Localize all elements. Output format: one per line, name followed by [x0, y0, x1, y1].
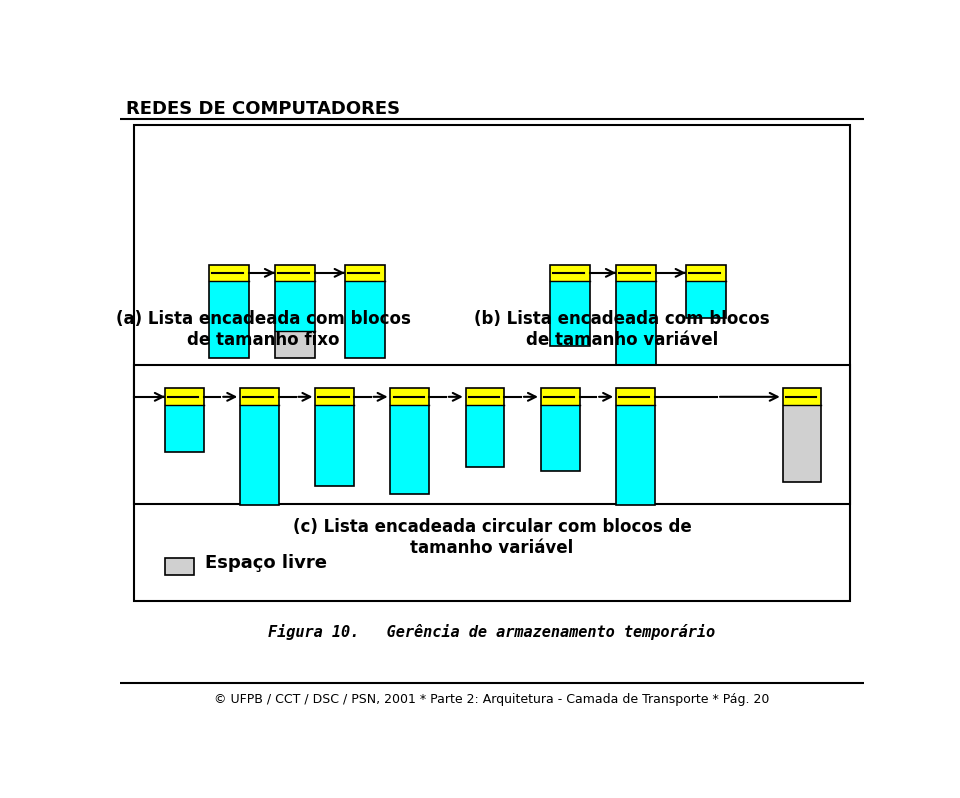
Bar — [165, 405, 204, 452]
Bar — [550, 265, 590, 346]
Bar — [275, 281, 315, 330]
Bar — [466, 389, 504, 467]
Bar — [391, 405, 429, 494]
Bar — [240, 405, 278, 505]
Bar — [275, 330, 315, 358]
Bar — [209, 265, 250, 281]
Bar — [209, 265, 250, 358]
Text: Espaço livre: Espaço livre — [205, 554, 327, 572]
Bar — [466, 389, 504, 405]
Bar — [391, 389, 429, 405]
Bar — [616, 265, 657, 369]
Bar — [782, 389, 822, 482]
Bar — [275, 265, 315, 358]
Text: (c) Lista encadeada circular com blocos de
tamanho variável: (c) Lista encadeada circular com blocos … — [293, 518, 691, 556]
Bar — [616, 405, 655, 505]
Bar — [240, 389, 278, 505]
Bar — [275, 265, 315, 281]
Text: (a) Lista encadeada com blocos
de tamanho fixo: (a) Lista encadeada com blocos de tamanh… — [116, 310, 411, 349]
Bar — [540, 389, 580, 405]
Bar — [165, 389, 204, 452]
Bar — [540, 389, 580, 471]
Bar — [315, 389, 354, 486]
Bar — [616, 389, 655, 405]
Bar — [685, 265, 726, 281]
Bar — [315, 389, 354, 405]
Text: Figura 10.   Gerência de armazenamento temporário: Figura 10. Gerência de armazenamento tem… — [269, 624, 715, 640]
Bar — [540, 405, 580, 471]
Bar — [345, 265, 385, 281]
Bar — [134, 125, 850, 601]
Bar — [240, 389, 278, 505]
Bar — [391, 389, 429, 494]
Bar — [345, 265, 385, 358]
Bar — [550, 265, 590, 281]
Bar — [616, 389, 655, 505]
Bar — [616, 265, 657, 369]
Bar — [540, 389, 580, 471]
Bar — [685, 281, 726, 318]
Bar — [165, 389, 204, 452]
Bar — [616, 281, 657, 369]
Bar — [165, 389, 204, 405]
Text: © UFPB / CCT / DSC / PSN, 2001 * Parte 2: Arquitetura - Camada de Transporte * P: © UFPB / CCT / DSC / PSN, 2001 * Parte 2… — [214, 693, 770, 705]
Bar — [315, 405, 354, 486]
Bar — [209, 265, 250, 358]
Bar — [134, 365, 850, 504]
Bar — [550, 265, 590, 346]
Bar — [275, 265, 315, 358]
Bar — [616, 389, 655, 505]
Bar — [466, 405, 504, 467]
Bar — [782, 389, 822, 405]
Bar — [391, 389, 429, 494]
Bar — [616, 265, 657, 281]
Bar — [209, 281, 250, 358]
Text: (b) Lista encadeada com blocos
de tamanho variável: (b) Lista encadeada com blocos de tamanh… — [474, 310, 770, 349]
Bar — [466, 389, 504, 467]
Bar — [345, 281, 385, 358]
Bar — [345, 265, 385, 358]
Bar — [782, 405, 822, 482]
Bar — [315, 389, 354, 486]
Bar — [550, 281, 590, 346]
Bar — [685, 265, 726, 318]
Bar — [240, 389, 278, 405]
Bar — [685, 265, 726, 318]
Bar — [782, 389, 822, 482]
Text: REDES DE COMPUTADORES: REDES DE COMPUTADORES — [126, 100, 400, 117]
Bar — [165, 558, 194, 575]
